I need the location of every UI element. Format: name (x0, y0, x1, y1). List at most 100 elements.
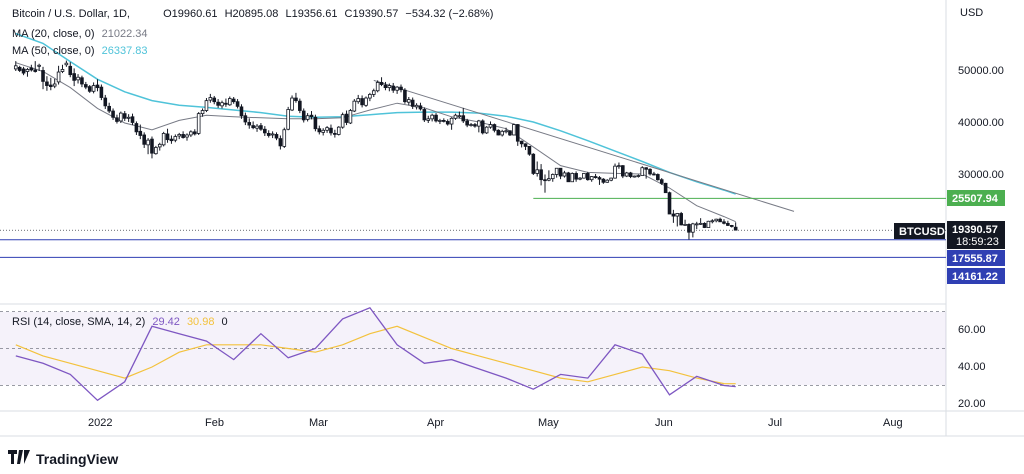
candle-body (457, 115, 462, 118)
candle-body (247, 122, 252, 126)
candle-body (617, 165, 621, 168)
candle-body (523, 143, 528, 147)
candle-body (91, 85, 96, 92)
candle-body (290, 97, 294, 111)
resistance-tag (947, 190, 1005, 206)
candle-body (41, 70, 45, 82)
candle-body (578, 177, 582, 180)
ma50-legend[interactable]: MA (50, close, 0) 26337.83 (12, 45, 152, 57)
candle-body (687, 223, 691, 233)
candle-body (17, 66, 22, 71)
candle-body (216, 101, 220, 106)
candle-body (535, 169, 540, 174)
candle-body (683, 223, 687, 226)
candle-body (492, 124, 497, 131)
open-value: O19960.61 (163, 8, 218, 20)
candle-body (13, 65, 18, 70)
candle-body (243, 115, 248, 123)
candle-body (45, 81, 49, 86)
candle-body (87, 86, 92, 92)
candle-body (722, 221, 726, 224)
symbol-title[interactable]: Bitcoin / U.S. Dollar, 1D, (12, 8, 130, 20)
candle-body (119, 112, 123, 122)
candle-body (333, 132, 337, 135)
ohlc-legend: Bitcoin / U.S. Dollar, 1D, O19960.61 H20… (12, 8, 497, 20)
candle-body (554, 167, 559, 175)
rsi-label: RSI (14, close, SMA, 14, 2) (12, 316, 146, 328)
countdown-text: 18:59:23 (956, 236, 999, 248)
candle-body (270, 133, 275, 136)
candle-body (609, 177, 613, 181)
candle-body (348, 110, 353, 124)
candle-body (95, 84, 100, 89)
candle-body (282, 129, 287, 147)
descending-trendline (373, 79, 795, 212)
candle-body (496, 129, 501, 136)
candle-body (453, 114, 458, 119)
time-tick: Jul (768, 417, 782, 429)
candle-body (395, 86, 399, 91)
candle-body (589, 176, 594, 181)
candle-body (142, 134, 146, 145)
candle-body (68, 65, 73, 76)
candle-body (515, 124, 520, 142)
support2-tag (947, 268, 1005, 284)
candle-body (192, 131, 197, 135)
candle-body (352, 100, 357, 112)
candle-body (239, 106, 244, 117)
candle-body (605, 179, 610, 183)
time-tick: Aug (883, 417, 903, 429)
time-tick: Jun (655, 417, 673, 429)
candle-body (371, 90, 376, 95)
candle-body (313, 116, 318, 130)
rsi-tick: 20.00 (958, 398, 986, 410)
candle-body (266, 132, 271, 136)
candle-body (469, 124, 473, 126)
candle-body (671, 213, 676, 217)
ma20-legend[interactable]: MA (20, close, 0) 21022.34 (12, 28, 152, 40)
tradingview-logo[interactable]: TradingView (8, 450, 118, 467)
candle-body (224, 102, 228, 105)
rsi-legend[interactable]: RSI (14, close, SMA, 14, 2) 29.42 30.98 … (12, 316, 232, 328)
candle-body (72, 73, 76, 81)
candle-body (539, 169, 543, 181)
candle-body (259, 125, 263, 130)
close-value: C19390.57 (344, 8, 399, 20)
time-tick: May (538, 417, 559, 429)
candle-body (138, 130, 143, 136)
candle-body (512, 124, 516, 136)
candle-body (710, 220, 715, 223)
support1-tag-text: 17555.87 (952, 253, 998, 265)
candle-body (410, 99, 415, 107)
high-value: H20895.08 (224, 8, 279, 20)
candle-body (659, 179, 664, 184)
candle-body (60, 69, 65, 72)
resistance-tag-text: 25507.94 (952, 193, 999, 205)
candle-body (25, 69, 30, 72)
candle-body (445, 121, 450, 125)
candle-body (255, 125, 259, 129)
candle-body (414, 104, 419, 108)
candle-body (434, 114, 438, 122)
candle-body (550, 174, 555, 180)
candle-body (204, 100, 209, 111)
candle-body (80, 77, 84, 85)
candle-body (294, 97, 298, 102)
candle-body (648, 168, 652, 175)
candle-body (543, 179, 547, 182)
candle-body (632, 175, 637, 178)
candle-body (698, 222, 703, 225)
candle-body (430, 114, 434, 120)
candle-body (593, 176, 598, 178)
candle-body (278, 138, 283, 147)
tradingview-name: TradingView (36, 450, 119, 467)
candle-body (21, 68, 26, 74)
currency-label: USD (960, 7, 983, 19)
ma20-value: 21022.34 (101, 28, 148, 40)
last-price-text: 19390.57 (952, 224, 998, 236)
candle-body (134, 123, 139, 133)
candle-body (418, 105, 423, 110)
candle-body (597, 177, 602, 180)
candle-body (442, 120, 446, 122)
